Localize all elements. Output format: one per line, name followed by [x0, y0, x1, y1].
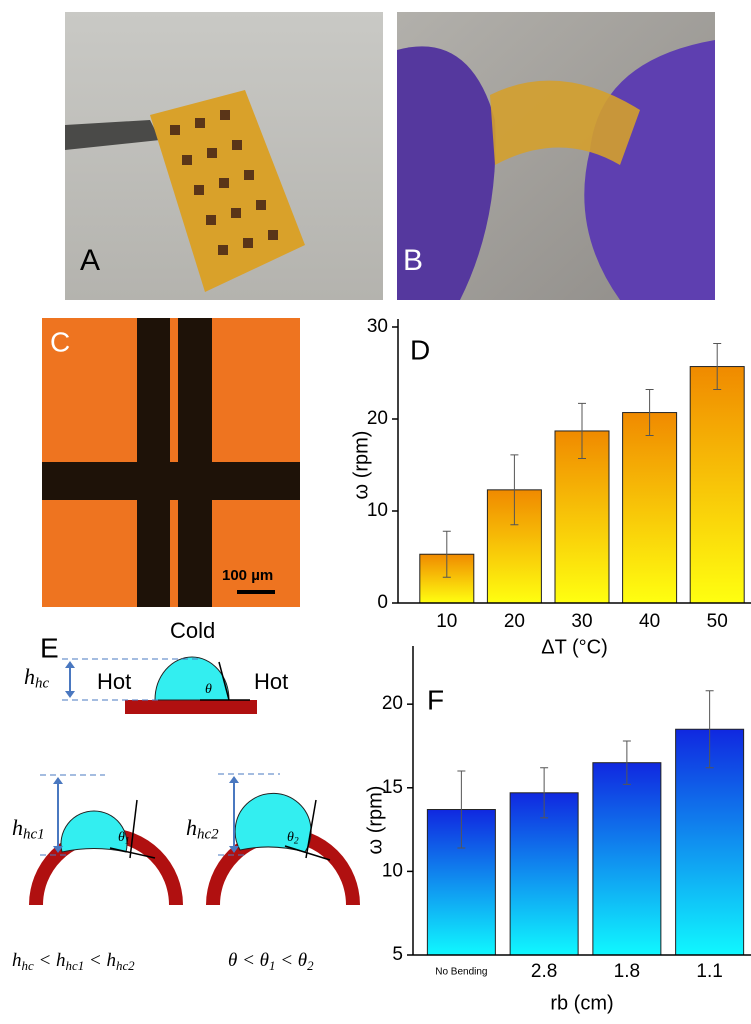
label-part: < θ [275, 950, 307, 971]
y-tick-label: 30 [367, 316, 388, 337]
panel-label: A [80, 244, 100, 277]
diagram-label: θ [205, 682, 212, 697]
label-subscript: 1 [125, 837, 130, 847]
panel-label: E [40, 632, 59, 663]
label-subscript: hc1 [66, 958, 85, 973]
x-tick-label: 50 [707, 611, 728, 632]
diagram-label: hhc2 [186, 815, 219, 843]
figure: A B C 100 µm E Cold Hot Hot hhcθhhc1hhc2… [0, 0, 751, 1019]
label-part: θ [205, 682, 212, 697]
label-subscript: 2 [294, 837, 299, 847]
x-tick-label: 10 [436, 611, 457, 632]
photo-b [397, 12, 715, 300]
bar [623, 413, 677, 603]
diagram-label: Cold [170, 618, 215, 643]
x-tick-label: No Bending [435, 967, 487, 978]
label-subscript: hc [22, 958, 34, 973]
x-tick-label: 1.8 [614, 961, 640, 982]
label-part: h [12, 815, 23, 840]
x-tick-label: 1.1 [696, 961, 722, 982]
y-axis-label: ω (rpm) [364, 786, 386, 855]
y-tick-label: 20 [367, 408, 388, 429]
diagram-label: hhc1 [12, 815, 45, 843]
panel-label: B [403, 244, 423, 277]
x-tick-label: 20 [504, 611, 525, 632]
label-subscript: hc2 [197, 827, 219, 843]
panel-label: C [50, 326, 70, 357]
diagram-label: Hot [254, 669, 288, 694]
x-axis-label: rb (cm) [550, 992, 613, 1014]
label-part: < h [84, 950, 116, 971]
y-tick-label: 20 [382, 693, 403, 714]
x-axis-label: ΔT (°C) [541, 636, 608, 658]
diagram-e [36, 657, 353, 905]
x-tick-label: 30 [571, 611, 592, 632]
diagram-label: θ < θ1 < θ2 [228, 950, 314, 972]
label-subscript: hc1 [23, 827, 45, 843]
y-tick-label: 10 [367, 500, 388, 521]
bar [690, 367, 744, 603]
y-tick-label: 0 [377, 592, 388, 613]
label-part: θ < θ [228, 950, 269, 971]
label-part: h [186, 815, 197, 840]
y-tick-label: 10 [382, 860, 403, 881]
diagram-label: hhc [24, 664, 49, 692]
bar [593, 763, 661, 955]
diagram-label: hhc < hhc1 < hhc2 [12, 950, 135, 972]
panel-label: F [427, 684, 444, 715]
label-part: < h [34, 950, 66, 971]
label-subscript: hc [35, 676, 49, 692]
diagram-label: Hot [97, 669, 131, 694]
scale-bar-label: 100 µm [222, 567, 273, 584]
y-axis-label: ω (rpm) [350, 431, 372, 500]
x-tick-label: 2.8 [531, 961, 557, 982]
label-subscript: hc2 [116, 958, 135, 973]
label-part: h [12, 950, 22, 971]
photo-a [65, 12, 383, 300]
y-tick-label: 5 [392, 944, 403, 965]
x-tick-label: 40 [639, 611, 660, 632]
label-part: h [24, 664, 35, 689]
micrograph-c [42, 318, 300, 607]
panel-label: D [410, 334, 430, 365]
label-subscript: 2 [307, 958, 314, 973]
